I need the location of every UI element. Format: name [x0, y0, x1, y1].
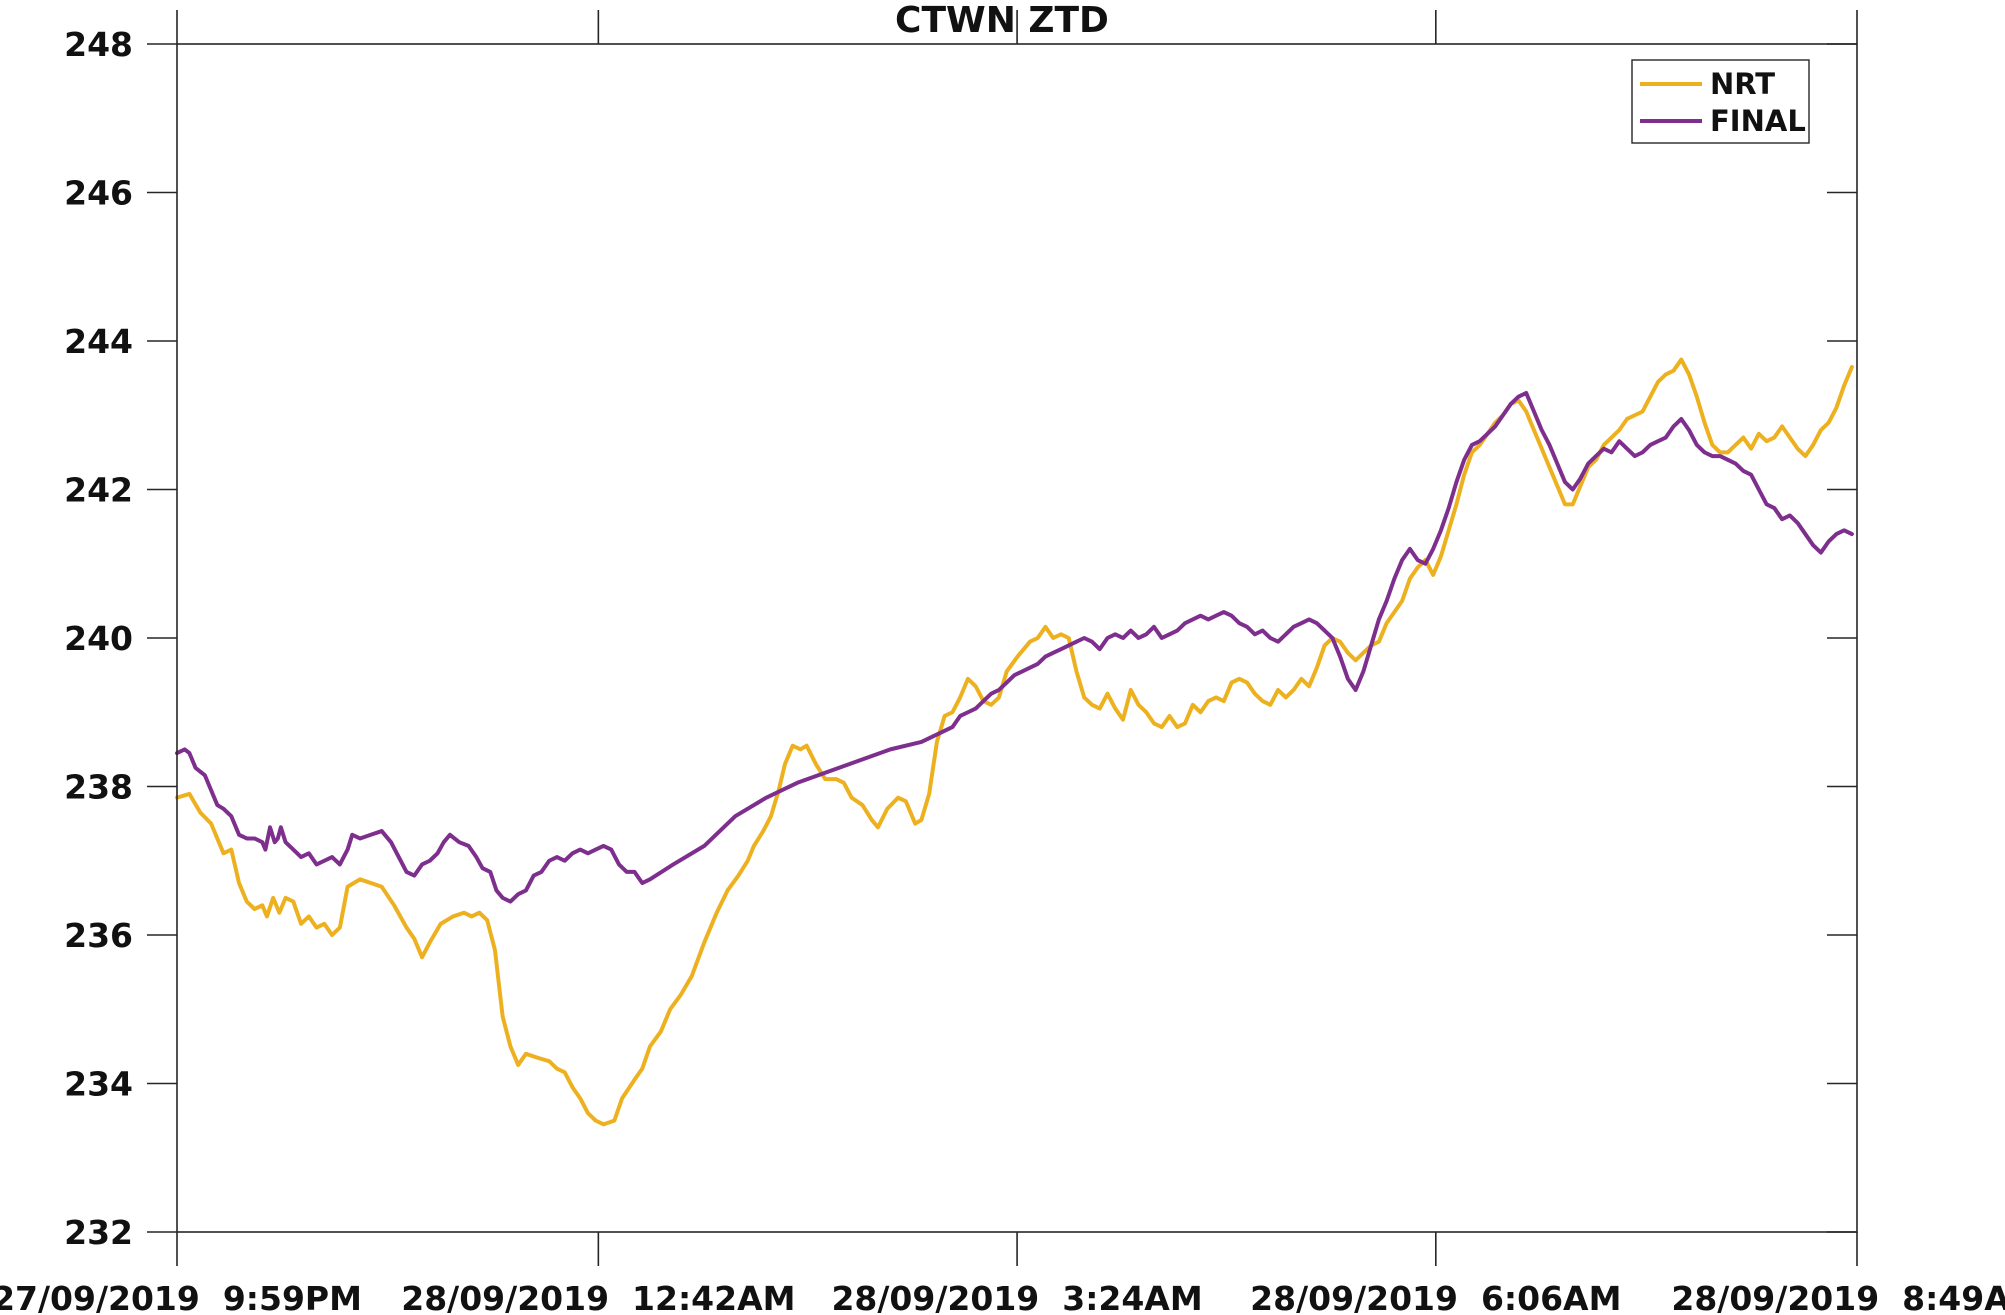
- y-tick-label: 232: [64, 1213, 133, 1252]
- series-line-nrt: [175, 357, 1854, 1127]
- x-tick-label: 28/09/2019 8:49AM: [1671, 1279, 2005, 1315]
- plot-area: [177, 44, 1857, 1232]
- y-tick-label: 248: [64, 25, 133, 64]
- y-tick-label: 234: [64, 1065, 133, 1104]
- x-tick-label: 28/09/2019 12:42AM: [401, 1279, 795, 1315]
- legend-label-nrt: NRT: [1710, 67, 1775, 101]
- y-tick-label: 246: [64, 174, 133, 213]
- y-tick-label: 242: [64, 471, 133, 510]
- y-tick-label: 240: [64, 619, 133, 658]
- ticks: 232 234 236 238 240 242 244 246 248 27/09/2019 9:…: [0, 10, 2005, 1315]
- x-tick-label: 28/09/2019 3:24AM: [831, 1279, 1202, 1315]
- legend-label-final: FINAL: [1710, 104, 1806, 138]
- legend-box: [1631, 59, 1810, 144]
- y-tick-label: 236: [64, 916, 133, 955]
- x-tick-label: 27/09/2019 9:59PM: [0, 1279, 362, 1315]
- plot-frame: [176, 43, 1858, 1233]
- y-tick-label: 244: [64, 322, 133, 361]
- chart-title: CTWN ZTD: [895, 0, 1109, 41]
- y-tick-label: 238: [64, 768, 133, 807]
- x-tick-label: 28/09/2019 6:06AM: [1250, 1279, 1621, 1315]
- series-lines: [175, 357, 1854, 1127]
- series-line-final: [175, 390, 1854, 904]
